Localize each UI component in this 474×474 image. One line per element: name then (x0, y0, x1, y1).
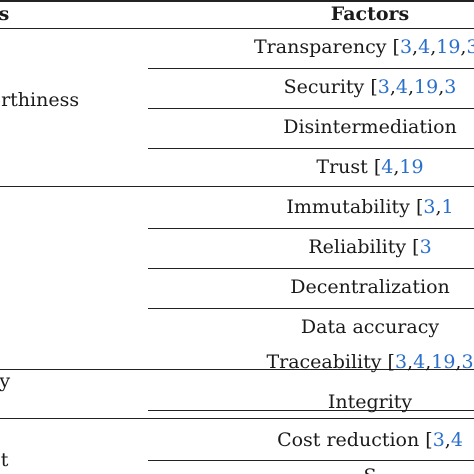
category-traceability: Traceability (0, 370, 11, 392)
section-rule (0, 369, 474, 370)
citation-ref[interactable]: 19 (399, 156, 424, 178)
section-rule (0, 186, 474, 187)
factor-row: Cost reduction [3,4 (277, 429, 463, 451)
factor-row: Disintermediation (130, 115, 474, 139)
factor-name: Reliability (308, 236, 407, 258)
citation-ref[interactable]: 3 (466, 36, 474, 58)
header-rule (0, 28, 474, 29)
factor-row: S (130, 464, 474, 474)
factor-row: Data accuracy (130, 315, 474, 339)
category-cost: Cost (0, 449, 9, 471)
factor-name: Disintermediation (283, 116, 457, 138)
factor-name: Integrity (327, 391, 413, 413)
citation-ref[interactable]: 3 (444, 76, 457, 98)
citation-ref[interactable]: 3 (423, 196, 436, 218)
citation-ref[interactable]: 3 (432, 429, 445, 451)
citation-ref[interactable]: 3 (394, 351, 408, 373)
factor-name: Cost reduction (277, 429, 420, 451)
row-rule (148, 268, 474, 269)
citation-ref[interactable]: 3 (377, 76, 390, 98)
citation-ref[interactable]: 4 (418, 36, 431, 58)
row-rule (148, 148, 474, 149)
row-rule (148, 228, 474, 229)
factor-name: S (363, 465, 376, 474)
row-rule (148, 308, 474, 309)
citation-ref[interactable]: 4 (395, 76, 408, 98)
row-rule (148, 68, 474, 69)
factor-name: Trust (316, 156, 368, 178)
citation-ref[interactable]: 4 (381, 156, 394, 178)
factor-row: Decentralization (130, 275, 474, 299)
citation-ref[interactable]: 19 (414, 76, 439, 98)
citation-ref[interactable]: 19 (431, 351, 456, 373)
factor-name: Decentralization (290, 276, 450, 298)
citation-ref[interactable]: 4 (450, 429, 463, 451)
citation-ref[interactable]: 4 (413, 351, 426, 373)
factor-row: Traceability [3,4,19,3 (266, 351, 474, 373)
top-rule (0, 0, 474, 2)
section-rule (0, 418, 474, 419)
factor-name: Transparency (254, 36, 387, 58)
factor-name: Immutability (286, 196, 410, 218)
citation-ref[interactable]: 3 (461, 351, 474, 373)
factor-row: Integrity (130, 390, 474, 414)
factor-name: Security (283, 76, 365, 98)
factor-row: Immutability [3,1 (286, 196, 454, 218)
citation-ref[interactable]: 3 (399, 36, 413, 58)
header-benefits: Benefits (0, 3, 10, 25)
row-rule (148, 460, 474, 461)
citation-ref[interactable]: 3 (419, 236, 432, 258)
row-rule (148, 108, 474, 109)
citation-ref[interactable]: 19 (436, 36, 461, 58)
factor-name: Data accuracy (300, 316, 440, 338)
category-trustworthiness: Trustworthiness (0, 89, 80, 111)
header-factors: Factors (330, 3, 410, 25)
factor-row: Reliability [3 (308, 236, 432, 258)
factor-name: Traceability (266, 351, 382, 373)
row-rule (148, 410, 474, 411)
citation-ref[interactable]: 1 (441, 196, 454, 218)
factor-row: Transparency [3,4,19,3] (130, 35, 474, 59)
factor-row: Security [3,4,19,3 (283, 76, 457, 98)
factor-row: Trust [4,19 (316, 156, 424, 178)
